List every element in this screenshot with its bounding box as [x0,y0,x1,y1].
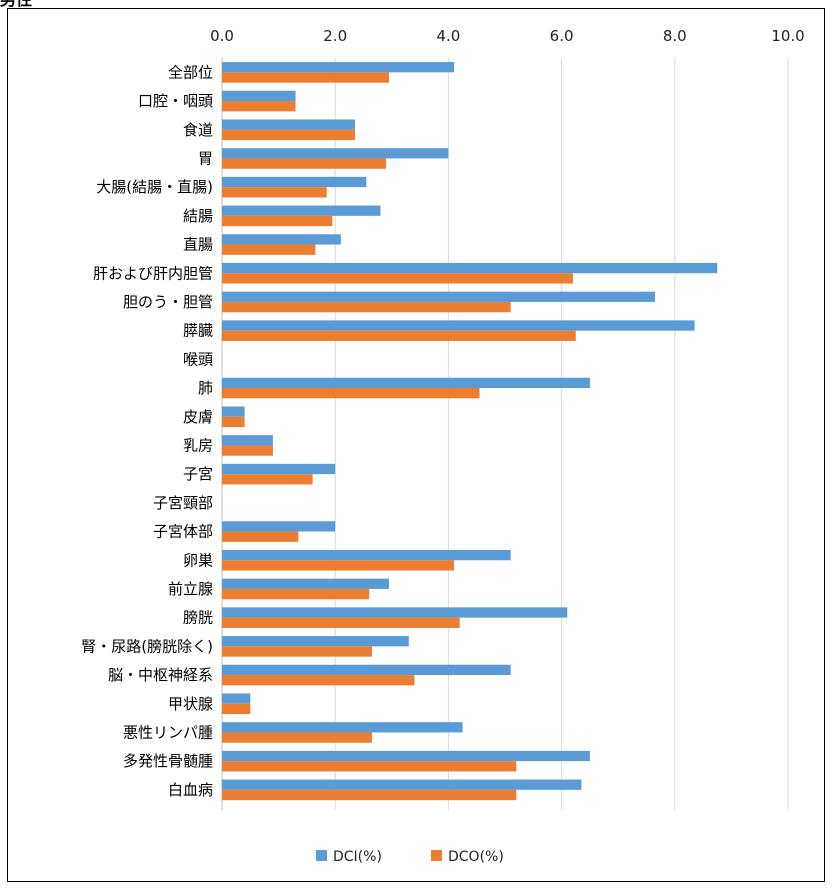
category-label: 膀胱 [183,609,213,627]
category-label: 甲状腺 [168,695,213,713]
bar-dco [222,588,370,600]
legend: DCI(%) DCO(%) [316,849,504,865]
x-tick-label: 2.0 [323,27,347,45]
category-label: 胃 [198,149,213,167]
bar-dco [222,646,372,657]
bar-dci [222,578,389,589]
bar-dco [222,101,296,112]
bar-dci [222,607,568,618]
bar-dci [222,291,655,302]
x-axis-ticks: 0.0 2.0 4.0 6.0 8.0 10.0 [210,27,805,45]
bar-dci [222,262,718,274]
category-label: 子宮 [183,465,213,483]
bar-dco [222,531,299,542]
bar-dci [222,205,381,216]
bar-dci [222,779,582,790]
x-tick-label: 4.0 [436,27,460,45]
bar-dco [222,416,245,428]
category-label: 肺 [198,379,213,397]
x-tick-label: 10.0 [771,27,804,45]
bar-dco [222,215,333,227]
category-label: 膵臓 [183,322,213,340]
bar-dci [222,664,511,676]
bar-dco [222,789,517,801]
x-tick-label: 6.0 [550,27,574,45]
bar-dci [222,148,449,159]
bars [222,62,718,801]
bar-dco [222,158,387,169]
category-label: 食道 [183,121,213,139]
bar-dco [222,330,576,341]
bar-dci [222,377,590,389]
bar-dco [222,273,573,284]
bar-dco [222,703,251,715]
category-label: 白血病 [168,781,213,799]
legend-label-dci: DCI(%) [333,849,382,865]
category-label: 直腸 [183,236,213,254]
bar-dco [222,72,389,83]
bar-dco [222,560,455,571]
bar-dco [222,445,273,456]
category-label: 皮膚 [183,408,213,426]
category-label: 脳・中枢神経系 [108,666,213,684]
x-tick-label: 8.0 [663,27,687,45]
category-label: 全部位 [168,63,213,81]
legend-swatch-dci [316,850,327,861]
bar-dci [222,521,336,532]
bar-dci [222,463,336,475]
bar-dci [222,750,590,762]
category-label: 悪性リンパ腫 [123,723,213,741]
bar-dco [222,617,460,628]
bar-dci [222,320,695,331]
gridlines [221,58,789,811]
bar-dci [222,62,455,73]
category-label: 子宮頸部 [153,494,213,512]
category-label: 喉頭 [183,350,213,368]
category-label: 腎・尿路(膀胱除く) [81,637,213,655]
category-label: 結腸 [183,207,213,225]
category-label: 口腔・咽頭 [138,92,213,110]
bar-dco [222,129,356,141]
bar-dci [222,636,409,647]
category-label: 乳房 [183,436,213,454]
legend-label-dco: DCO(%) [448,849,504,865]
bar-dci [222,435,273,446]
corner-title-fragment: 男性 [0,0,32,9]
bar-dco [222,474,313,485]
category-label: 胆のう・胆管 [123,293,213,311]
bar-dci [222,176,367,188]
bar-dci [222,119,356,130]
category-label: 大腸(結腸・直腸) [96,178,213,196]
bar-dco [222,244,316,255]
bar-dci [222,90,296,102]
bar-dci [222,549,511,561]
bar-dco [222,388,480,399]
category-label: 前立腺 [168,580,213,598]
bar-dco [222,187,327,198]
bar-dco [222,732,372,743]
bar-dci [222,722,463,733]
bar-dco [222,301,511,313]
legend-swatch-dco [431,850,442,861]
bar-dci [222,693,251,704]
category-label: 肝および肝内胆管 [93,264,213,282]
category-label: 卵巣 [183,551,213,569]
bar-dci [222,406,245,417]
category-label: 多発性骨髄腫 [123,752,213,770]
chart-frame [7,8,825,882]
x-tick-label: 0.0 [210,27,234,45]
bar-dco [222,675,415,686]
bar-dci [222,234,341,245]
bar-dco [222,761,517,772]
category-label: 子宮体部 [153,523,213,541]
